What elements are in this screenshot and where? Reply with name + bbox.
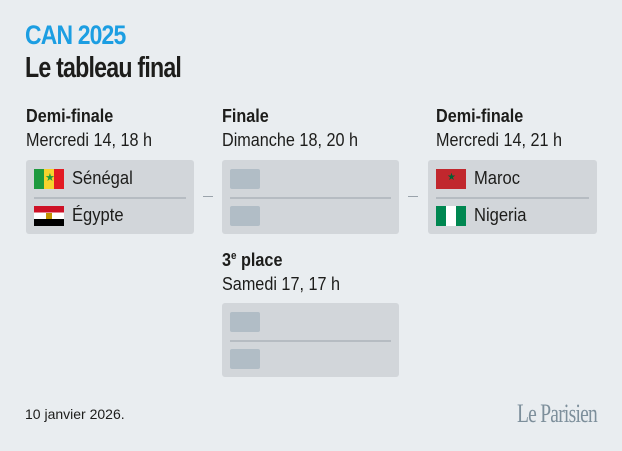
semi1-date: Mercredi 14, 18 h xyxy=(26,130,153,150)
footer-date: 10 janvier 2026. xyxy=(25,406,125,422)
team-placeholder xyxy=(230,311,260,332)
team-row: ★ Sénégal xyxy=(34,160,186,197)
third-card xyxy=(222,303,399,377)
team-name: Égypte xyxy=(72,205,124,225)
team-row: Égypte xyxy=(34,197,186,234)
semi2-date: Mercredi 14, 21 h xyxy=(436,130,563,150)
team-name: Maroc xyxy=(474,168,521,188)
connector xyxy=(408,196,418,197)
semi2-round: Demi-finale xyxy=(436,106,524,126)
final-round: Finale xyxy=(222,106,269,126)
third-date: Samedi 17, 17 h xyxy=(222,274,340,294)
semi1-round: Demi-finale xyxy=(26,106,114,126)
divider xyxy=(436,197,589,199)
team-row: ★ Maroc xyxy=(436,160,589,197)
team-name: Sénégal xyxy=(72,168,133,188)
senegal-flag-icon: ★ xyxy=(34,168,64,189)
final-card xyxy=(222,160,399,234)
divider xyxy=(34,197,186,199)
third-round: 3e place xyxy=(222,250,283,270)
egypt-flag-icon xyxy=(34,205,64,226)
divider xyxy=(230,197,391,199)
team-row: Nigeria xyxy=(436,197,589,234)
le-parisien-logo: Le Parisien xyxy=(517,399,598,428)
morocco-flag-icon: ★ xyxy=(436,168,466,189)
divider xyxy=(230,340,391,342)
team-name: Nigeria xyxy=(474,205,527,225)
nigeria-flag-icon xyxy=(436,205,466,226)
kicker: CAN 2025 xyxy=(25,20,126,50)
semi1-card: ★ Sénégal Égypte xyxy=(26,160,194,234)
semi2-card: ★ Maroc Nigeria xyxy=(428,160,597,234)
connector xyxy=(203,196,213,197)
team-placeholder xyxy=(230,348,260,369)
final-date: Dimanche 18, 20 h xyxy=(222,130,358,150)
team-placeholder xyxy=(230,168,260,189)
team-placeholder xyxy=(230,205,260,226)
page-title: Le tableau final xyxy=(25,52,182,84)
